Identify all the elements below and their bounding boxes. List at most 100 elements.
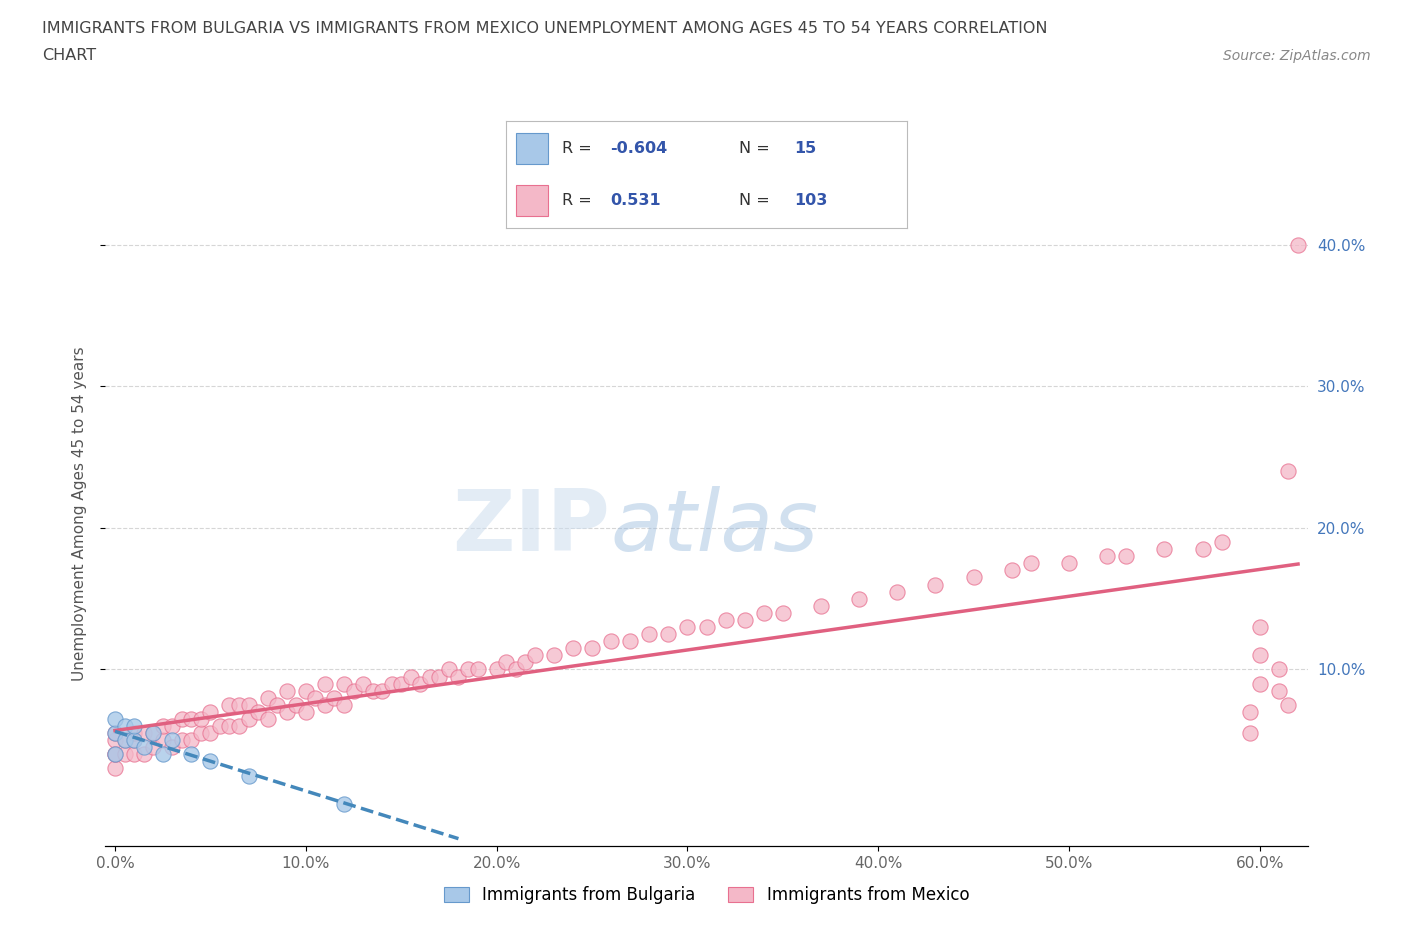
Point — [1191, 542, 1213, 557]
Point — [695, 619, 717, 634]
Point — [104, 747, 127, 762]
Point — [132, 740, 155, 755]
Point — [238, 698, 260, 712]
Point — [657, 627, 679, 642]
Text: Source: ZipAtlas.com: Source: ZipAtlas.com — [1223, 49, 1371, 63]
FancyBboxPatch shape — [516, 133, 548, 164]
Point — [600, 633, 623, 648]
Point — [886, 584, 908, 599]
Point — [638, 627, 661, 642]
Point — [152, 733, 174, 748]
Point — [810, 598, 832, 613]
Point — [457, 662, 479, 677]
Point — [218, 719, 240, 734]
Point — [276, 684, 298, 698]
Point — [114, 719, 136, 734]
Point — [1249, 619, 1271, 634]
Point — [437, 662, 460, 677]
Point — [485, 662, 508, 677]
Point — [734, 613, 756, 628]
Point — [104, 747, 127, 762]
Point — [122, 719, 145, 734]
Point — [523, 648, 546, 663]
Point — [276, 704, 298, 719]
Point — [142, 740, 165, 755]
Point — [162, 719, 183, 734]
Point — [505, 662, 527, 677]
Point — [419, 669, 441, 684]
Text: -0.604: -0.604 — [610, 140, 668, 155]
Text: 103: 103 — [794, 193, 828, 208]
Point — [122, 733, 145, 748]
Point — [122, 725, 145, 740]
Point — [114, 733, 136, 748]
Point — [409, 676, 432, 691]
Point — [467, 662, 489, 677]
Point — [132, 725, 155, 740]
Point — [333, 796, 356, 811]
Point — [1268, 684, 1291, 698]
Point — [104, 725, 127, 740]
Point — [247, 704, 270, 719]
Point — [285, 698, 308, 712]
Y-axis label: Unemployment Among Ages 45 to 54 years: Unemployment Among Ages 45 to 54 years — [72, 347, 87, 681]
Point — [333, 676, 356, 691]
Point — [924, 578, 946, 592]
Point — [1239, 725, 1261, 740]
Point — [266, 698, 288, 712]
Point — [561, 641, 585, 656]
Point — [162, 740, 183, 755]
Text: atlas: atlas — [610, 485, 818, 568]
Point — [104, 733, 127, 748]
Point — [304, 690, 326, 705]
Point — [676, 619, 699, 634]
Point — [1268, 662, 1291, 677]
Point — [256, 711, 278, 726]
Text: CHART: CHART — [42, 48, 96, 63]
Text: R =: R = — [562, 140, 598, 155]
Text: N =: N = — [738, 193, 775, 208]
Point — [104, 711, 127, 726]
Point — [190, 711, 212, 726]
Point — [180, 747, 202, 762]
Point — [180, 733, 202, 748]
Point — [200, 704, 222, 719]
Point — [170, 733, 193, 748]
Point — [772, 605, 794, 620]
Point — [1097, 549, 1119, 564]
Legend: Immigrants from Bulgaria, Immigrants from Mexico: Immigrants from Bulgaria, Immigrants fro… — [437, 880, 976, 911]
Point — [1153, 542, 1175, 557]
Point — [238, 768, 260, 783]
Point — [619, 633, 641, 648]
Point — [152, 719, 174, 734]
Point — [1277, 464, 1299, 479]
Point — [162, 733, 183, 748]
Point — [1115, 549, 1137, 564]
Point — [200, 754, 222, 769]
Point — [104, 747, 127, 762]
Text: 15: 15 — [794, 140, 817, 155]
Point — [1249, 676, 1271, 691]
Point — [361, 684, 384, 698]
FancyBboxPatch shape — [516, 185, 548, 216]
Point — [371, 684, 394, 698]
Text: R =: R = — [562, 193, 598, 208]
Point — [333, 698, 356, 712]
Point — [142, 725, 165, 740]
Point — [114, 747, 136, 762]
Point — [142, 725, 165, 740]
Point — [389, 676, 412, 691]
Point — [1239, 704, 1261, 719]
Point — [314, 676, 336, 691]
Point — [104, 761, 127, 776]
Point — [295, 704, 318, 719]
Text: ZIP: ZIP — [453, 485, 610, 568]
Point — [495, 655, 517, 670]
Text: IMMIGRANTS FROM BULGARIA VS IMMIGRANTS FROM MEXICO UNEMPLOYMENT AMONG AGES 45 TO: IMMIGRANTS FROM BULGARIA VS IMMIGRANTS F… — [42, 20, 1047, 35]
Point — [228, 719, 250, 734]
Point — [314, 698, 336, 712]
Point — [1211, 535, 1233, 550]
Point — [152, 747, 174, 762]
Point — [515, 655, 537, 670]
Point — [208, 719, 231, 734]
